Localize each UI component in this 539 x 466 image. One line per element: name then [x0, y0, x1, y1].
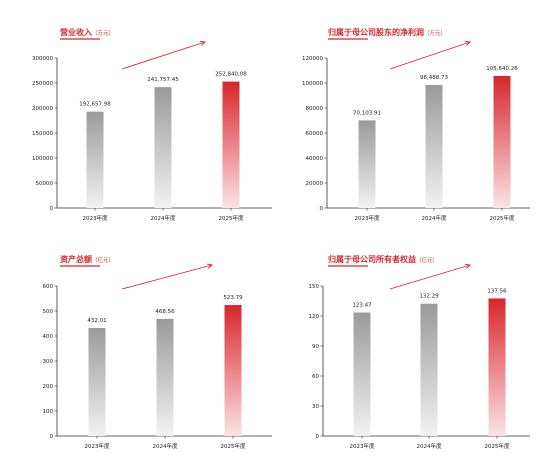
chart-4-category-label: 2025年度: [485, 442, 510, 450]
chart-1-value-label: 192,657.98: [79, 102, 111, 108]
chart-3-title: 资产总额（亿元）: [60, 254, 114, 264]
chart-4-y-tick-label: 90: [312, 344, 319, 350]
chart-3-category-label: 2025年度: [221, 442, 246, 450]
chart-2-y-tick-label: 80000: [306, 106, 324, 112]
chart-3-y-tick-label: 300: [43, 359, 54, 365]
chart-3-y-tick-label: 100: [43, 409, 54, 415]
chart-2-category-label: 2024年度: [422, 214, 447, 222]
chart-1-y-tick-label: 300000: [32, 56, 53, 62]
chart-4-y-tick-label: 120: [309, 314, 320, 320]
chart-4-bar: [488, 298, 506, 436]
chart-1-category-label: 2024年度: [151, 214, 176, 222]
chart-2-value-label: 105,640.26: [486, 66, 518, 72]
chart-2-bar: [358, 120, 376, 208]
chart-2-bar: [425, 84, 443, 208]
chart-3-value-label: 523.79: [223, 295, 243, 301]
chart-2-y-tick-label: 20000: [306, 181, 324, 187]
chart-1-y-tick-label: 50000: [36, 181, 54, 187]
chart-4-y-tick-label: 0: [316, 434, 320, 440]
chart-2-category-label: 2025年度: [490, 214, 515, 222]
chart-2-trend-arrow-head: [464, 40, 471, 46]
chart-3-y-tick-label: 200: [43, 384, 54, 390]
chart-3-y-tick-label: 400: [43, 334, 54, 340]
chart-4-bar: [420, 303, 438, 436]
chart-4-trend-arrow-head: [464, 263, 471, 269]
chart-2-title-text: 归属于母公司股东的净利润: [328, 27, 424, 37]
chart-1-category-label: 2023年度: [83, 214, 108, 222]
chart-1-bar: [86, 111, 104, 208]
chart-1-y-tick-label: 200000: [32, 106, 53, 112]
chart-1-y-tick-label: 250000: [32, 81, 53, 87]
chart-4-bar: [353, 312, 371, 436]
chart-4-value-label: 123.47: [352, 303, 372, 309]
chart-4-unit: （亿元）: [416, 256, 438, 264]
chart-4-y-tick-label: 30: [312, 404, 319, 410]
chart-2-y-tick-label: 100000: [302, 81, 323, 87]
chart-2-value-label: 98,488.73: [420, 75, 448, 81]
chart-4-y-tick-label: 150: [309, 284, 320, 290]
chart-3-title-text: 资产总额: [60, 254, 92, 264]
chart-3-unit: （亿元）: [92, 256, 114, 264]
chart-2-y-tick-label: 60000: [306, 131, 324, 137]
chart-2-y-tick-label: 40000: [306, 156, 324, 162]
chart-4-y-tick-label: 60: [312, 374, 319, 380]
chart-1-y-tick-label: 150000: [32, 131, 53, 137]
chart-2-category-label: 2023年度: [355, 214, 380, 222]
chart-1-title: 营业收入（万元）: [60, 27, 114, 37]
chart-3-bar: [224, 305, 242, 436]
chart-2-trend-arrow: [389, 41, 471, 70]
chart-1-value-label: 241,757.45: [147, 77, 179, 83]
chart-1-y-tick-label: 0: [50, 206, 54, 212]
chart-4-trend-arrow: [389, 264, 471, 290]
chart-1-title-text: 营业收入: [60, 27, 92, 37]
chart-1-bar: [154, 87, 172, 208]
chart-2-y-tick-label: 120000: [302, 56, 323, 62]
chart-1-value-label: 252,840.08: [215, 72, 247, 78]
chart-1-bar: [222, 81, 240, 208]
chart-3-value-label: 432.01: [87, 318, 106, 324]
chart-3-y-tick-label: 600: [43, 284, 54, 290]
chart-3-trend-arrow: [121, 264, 213, 290]
chart-3-y-tick-label: 0: [50, 434, 54, 440]
chart-1-trend-arrow-head: [199, 40, 206, 46]
chart-4-value-label: 137.56: [487, 288, 507, 294]
chart-4-title-text: 归属于母公司所有者权益: [328, 254, 416, 264]
chart-3-bar: [88, 327, 106, 436]
chart-2-unit: （万元）: [424, 30, 446, 37]
chart-3-trend-arrow-head: [207, 263, 213, 269]
chart-4-category-label: 2023年度: [350, 442, 375, 450]
chart-3-category-label: 2024年度: [153, 442, 178, 450]
chart-2-title: 归属于母公司股东的净利润（万元）: [328, 27, 446, 37]
chart-3-value-label: 468.56: [155, 309, 175, 315]
chart-3-category-label: 2023年度: [85, 442, 110, 450]
chart-1-trend-arrow: [121, 41, 206, 70]
chart-3-y-tick-label: 500: [43, 309, 54, 315]
chart-4-title: 归属于母公司所有者权益（亿元）: [328, 254, 438, 264]
chart-2-value-label: 70,103.91: [353, 110, 381, 116]
chart-1-y-tick-label: 100000: [32, 156, 53, 162]
chart-4-category-label: 2024年度: [417, 442, 442, 450]
chart-2-y-tick-label: 0: [320, 206, 324, 212]
chart-2-bar: [493, 75, 511, 208]
chart-1-category-label: 2025年度: [219, 214, 244, 222]
chart-1-unit: （万元）: [92, 30, 114, 37]
chart-4-value-label: 132.29: [419, 294, 439, 300]
chart-3-bar: [156, 318, 174, 436]
